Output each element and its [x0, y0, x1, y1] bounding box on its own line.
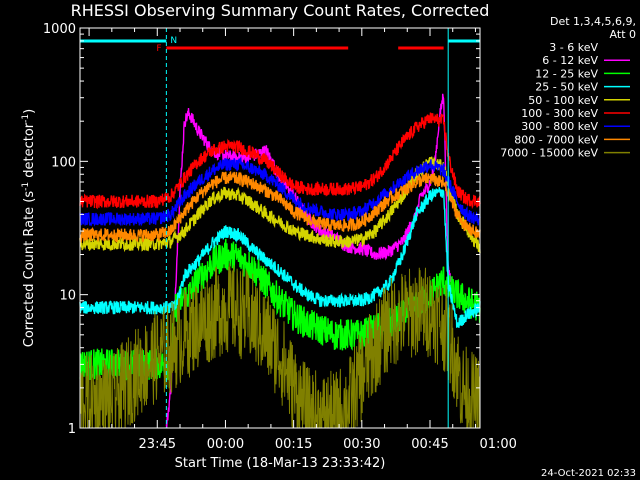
legend-title: Det 1,3,4,5,6,9, [550, 15, 636, 28]
series-line-800-7000-kev [79, 170, 481, 244]
x-axis-label: Start Time (18-Mar-13 23:33:42) [175, 456, 386, 471]
y-axis-label: Corrected Count Rate (s-1 detector-1) [21, 109, 37, 347]
flare-flag-label: F [156, 44, 161, 54]
y-tick-label: 10 [59, 289, 76, 304]
y-tick-label: 1 [68, 422, 76, 437]
x-tick-label: 00:30 [343, 437, 380, 452]
legend-label-100-300-kev: 100 - 300 keV [521, 107, 598, 120]
legend-label-300-800-kev: 300 - 800 keV [521, 120, 598, 133]
plot-area: FN [79, 28, 481, 430]
legend-label-25-50-kev: 25 - 50 keV [535, 81, 598, 94]
series-line-25-50-kev [79, 187, 481, 328]
timestamp: 24-Oct-2021 02:33 [541, 468, 636, 479]
axes: 1 10 100 1000 23:45 00:00 00:15 00:30 00:45 01:00 [43, 22, 517, 452]
legend-label-3-6-kev: 3 - 6 keV [549, 41, 598, 54]
plot-frame [79, 27, 481, 429]
legend-label-6-12-kev: 6 - 12 keV [542, 54, 598, 67]
series-line-100-300-kev [79, 112, 481, 210]
series-line-300-800-kev [79, 155, 481, 227]
x-tick-label: 01:00 [479, 437, 516, 452]
y-tick-label: 100 [51, 155, 76, 170]
night-flag-label: N [170, 36, 177, 46]
legend-label-12-25-kev: 12 - 25 keV [535, 67, 598, 80]
x-tick-label: 00:45 [411, 437, 448, 452]
x-tick-label: 23:45 [139, 437, 176, 452]
legend-label-800-7000-kev: 800 - 7000 keV [514, 133, 598, 146]
y-tick-label: 1000 [43, 22, 76, 37]
series-line-7000-15000-kev [79, 263, 481, 430]
x-tick-label: 00:00 [207, 437, 244, 452]
x-tick-label: 00:15 [275, 437, 312, 452]
legend-label-50-100-kev: 50 - 100 keV [528, 94, 598, 107]
chart-title: RHESSI Observing Summary Count Rates, Co… [71, 1, 490, 20]
legend-subtitle: Att 0 [610, 28, 636, 41]
legend-label-7000-15000-kev: 7000 - 15000 keV [500, 147, 598, 160]
